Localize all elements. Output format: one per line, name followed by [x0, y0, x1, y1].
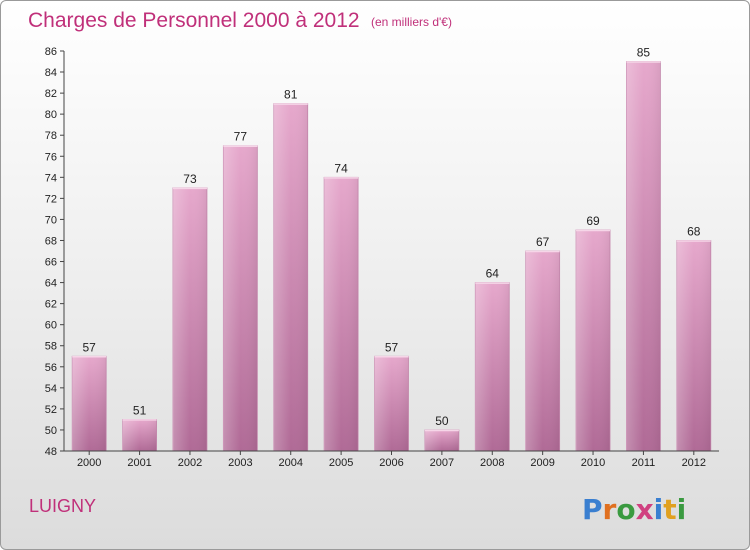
bar-shine: [576, 229, 611, 451]
logo-letter: i: [654, 493, 664, 526]
bar-group: 85: [626, 46, 661, 452]
y-axis: 48 50 52 54 56 58 60 62 64 66 68 70 72 74 76 78 80 82 84 86: [45, 46, 65, 458]
bar-shine: [525, 251, 560, 451]
bar-shine: [324, 177, 359, 451]
bar-shine: [223, 145, 258, 451]
bar-shine: [374, 356, 409, 451]
y-tick-label: 64: [45, 278, 57, 290]
x-tick-label: 2002: [178, 457, 202, 469]
x-axis: 2000 2001 2002 2003 2004 2005 2006 2007 2008 2009…: [64, 450, 719, 469]
x-tick-label: 2007: [430, 457, 454, 469]
x-tick-label: 2000: [77, 457, 101, 469]
bar-value-label: 68: [687, 224, 701, 238]
x-tick-label: 2006: [379, 457, 403, 469]
bar-shine: [122, 419, 157, 451]
logo-letter: t: [663, 493, 676, 526]
bar-group: 69: [575, 214, 611, 452]
bar-shine: [424, 429, 459, 451]
y-tick-label: 82: [45, 88, 57, 100]
bar-group: 68: [676, 224, 712, 452]
bar-group: 64: [474, 267, 510, 452]
bar-value-label: 85: [637, 46, 651, 60]
bar-value-label: 73: [183, 172, 197, 186]
y-tick-label: 80: [45, 109, 57, 121]
bar-group: 67: [525, 235, 561, 452]
bar-shine: [72, 356, 107, 451]
y-tick-label: 70: [45, 214, 57, 226]
y-tick-label: 68: [45, 235, 57, 247]
bar-value-label: 57: [83, 340, 97, 354]
logo-letter: r: [603, 493, 617, 526]
bar-value-label: 74: [334, 161, 348, 175]
y-tick-label: 86: [45, 46, 57, 58]
bar-shine: [273, 103, 308, 451]
y-tick-label: 74: [45, 172, 57, 184]
bar-value-label: 77: [234, 130, 248, 144]
bar-value-label: 69: [586, 214, 600, 228]
bar-value-label: 67: [536, 235, 550, 249]
bar-value-label: 64: [486, 267, 500, 281]
bar-group: 77: [222, 130, 258, 452]
logo-letter: o: [616, 493, 635, 526]
bar-value-label: 51: [133, 403, 147, 417]
y-tick-label: 50: [45, 425, 57, 437]
y-tick-label: 48: [45, 446, 57, 458]
bar-group: 57: [374, 340, 409, 452]
x-tick-label: 2005: [329, 457, 353, 469]
x-tick-label: 2001: [127, 457, 151, 469]
chart-title: Charges de Personnel 2000 à 2012: [28, 9, 360, 32]
x-tick-label: 2009: [530, 457, 554, 469]
bar-shine: [676, 240, 711, 451]
proxiti-logo: Proxiti: [582, 493, 686, 526]
logo-letter: i: [677, 493, 687, 526]
x-tick-label: 2010: [581, 457, 605, 469]
bar-group: 50: [424, 414, 460, 452]
x-tick-label: 2004: [278, 457, 302, 469]
y-tick-label: 62: [45, 299, 57, 311]
y-tick-label: 84: [45, 67, 57, 79]
bars: 57 51 73 77 81 74 57 50 64 67 69 85 68: [71, 46, 712, 452]
bar-shine: [172, 187, 207, 451]
logo-letter: x: [636, 493, 654, 526]
chart-subtitle: (en milliers d'€): [371, 15, 452, 29]
y-tick-label: 76: [45, 151, 57, 163]
y-tick-label: 52: [45, 404, 57, 416]
x-tick-label: 2012: [682, 457, 706, 469]
x-tick-label: 2008: [480, 457, 504, 469]
y-tick-label: 72: [45, 193, 57, 205]
y-tick-label: 66: [45, 257, 57, 269]
bar-group: 74: [323, 161, 359, 452]
bar-shine: [475, 282, 510, 451]
bar-value-label: 50: [435, 414, 449, 428]
place-name: LUIGNY: [29, 496, 96, 516]
y-tick-label: 54: [45, 383, 57, 395]
bar-shine: [626, 61, 661, 452]
bar-group: 51: [122, 403, 157, 452]
bar-value-label: 57: [385, 340, 399, 354]
bar-group: 57: [71, 340, 107, 452]
bar-value-label: 81: [284, 88, 298, 102]
bar-group: 81: [273, 88, 309, 452]
y-tick-label: 60: [45, 320, 57, 332]
bar-group: 73: [172, 172, 208, 452]
logo-letter: P: [582, 493, 603, 526]
y-tick-label: 78: [45, 130, 57, 142]
y-tick-label: 58: [45, 341, 57, 353]
x-tick-label: 2011: [632, 457, 656, 469]
x-tick-label: 2003: [228, 457, 252, 469]
y-tick-label: 56: [45, 362, 57, 374]
